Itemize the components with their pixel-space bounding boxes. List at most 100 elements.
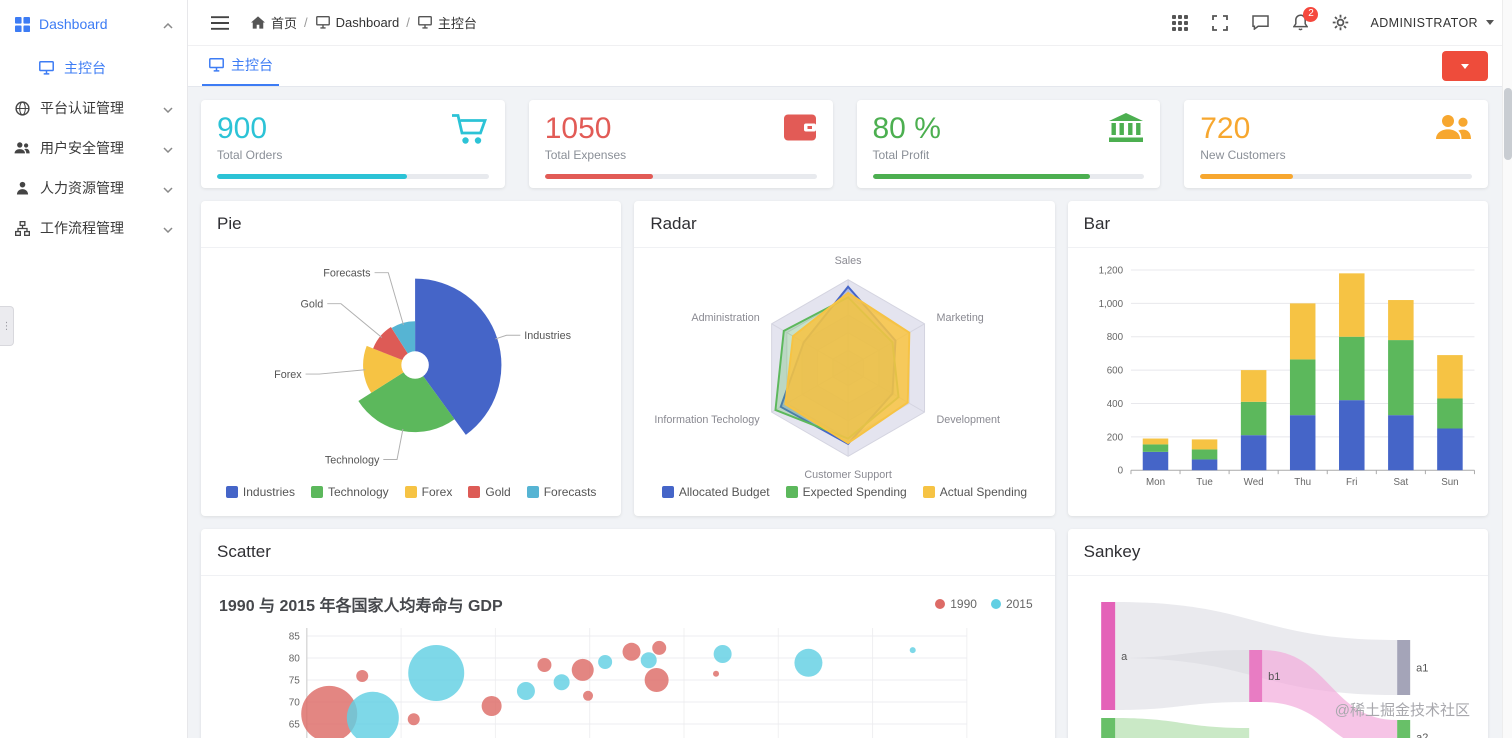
breadcrumb-console[interactable]: 主控台 <box>417 13 477 32</box>
legend-chip <box>526 486 539 498</box>
stat-card-total-expenses: 1050 Total Expenses <box>528 100 833 188</box>
scatter-point-1990 <box>407 713 420 726</box>
svg-text:0: 0 <box>1117 466 1123 477</box>
hamburger-menu-icon[interactable] <box>206 9 234 37</box>
bar-segment <box>1387 415 1414 471</box>
scatter-point-1990 <box>644 668 669 692</box>
dashboard-grid-icon <box>14 16 30 32</box>
radar-series-Actual Spending <box>784 291 911 445</box>
svg-text:Sun: Sun <box>1441 477 1458 488</box>
legend-item[interactable]: Forecasts <box>526 485 596 499</box>
fullscreen-icon[interactable] <box>1204 7 1236 39</box>
scatter-point-2015 <box>640 652 657 669</box>
stat-card-total-profit: 80 % Total Profit <box>856 100 1161 188</box>
legend-item[interactable]: Expected Spending <box>785 485 907 499</box>
tab-bar: 主控台 <box>188 46 1512 87</box>
progress-bar <box>1200 173 1472 179</box>
legend-item[interactable]: Technology <box>310 485 389 499</box>
legend-item[interactable]: Industries <box>225 485 295 499</box>
svg-text:70: 70 <box>289 698 301 709</box>
chevron-down-icon <box>163 100 173 116</box>
breadcrumb-dashboard[interactable]: Dashboard <box>315 15 400 31</box>
settings-gear-icon[interactable] <box>1324 7 1356 39</box>
bar-segment <box>1436 398 1463 429</box>
sidebar-item-platform-auth[interactable]: 平台认证管理 <box>0 88 187 128</box>
legend-item[interactable]: Forex <box>404 485 453 499</box>
top-navbar: 首页 / Dashboard / 主控台 <box>188 0 1512 46</box>
tab-console[interactable]: 主控台 <box>202 46 279 86</box>
scatter-point-2015 <box>516 682 535 700</box>
notifications-bell-icon[interactable]: 2 <box>1284 6 1319 39</box>
scatter-point-2015 <box>346 691 399 738</box>
bar-segment <box>1436 355 1463 399</box>
drawer-handle[interactable]: ⋮ <box>0 306 14 346</box>
desktop-icon <box>38 60 54 76</box>
stat-value: 720 <box>1200 112 1251 145</box>
desktop-icon <box>315 15 331 31</box>
sidebar-item-dashboard[interactable]: Dashboard <box>0 0 187 48</box>
stat-label: Total Profit <box>872 147 930 162</box>
tab-actions-dropdown-button[interactable] <box>1442 51 1488 81</box>
legend-label: Technology <box>327 485 389 499</box>
scatter-point-1990 <box>537 658 552 672</box>
svg-text:Technology: Technology <box>325 454 380 466</box>
sankey-node-a <box>1100 602 1115 710</box>
svg-text:Administration: Administration <box>692 312 760 324</box>
svg-text:Marketing: Marketing <box>937 312 984 324</box>
legend-item[interactable]: Actual Spending <box>922 485 1027 499</box>
legend-item[interactable]: Allocated Budget <box>661 485 770 499</box>
sankey-chart-body: a b1 a1 a2 <box>1068 576 1488 738</box>
bar-segment <box>1142 444 1168 452</box>
bar-segment <box>1338 336 1365 401</box>
sidebar-item-console[interactable]: 主控台 <box>0 48 187 88</box>
legend-item[interactable]: 2015 <box>990 597 1033 611</box>
stat-card-new-customers: 720 New Customers <box>1184 100 1488 188</box>
legend-item[interactable]: Gold <box>468 485 511 499</box>
legend-chip <box>922 486 935 498</box>
legend-chip <box>310 486 323 498</box>
scrollbar-thumb[interactable] <box>1504 88 1512 160</box>
bar-segment <box>1191 439 1217 450</box>
scatter-point-1990 <box>583 690 594 701</box>
desktop-icon <box>417 15 433 31</box>
sidebar-brand-label: Dashboard <box>39 16 108 32</box>
breadcrumb-home[interactable]: 首页 <box>250 13 297 32</box>
legend-item[interactable]: 1990 <box>935 597 977 611</box>
svg-text:800: 800 <box>1106 332 1123 343</box>
radar-chart-card: Radar Sales Marketing Development Customer … <box>634 201 1055 516</box>
legend-label: Industries <box>242 485 295 499</box>
breadcrumb-dashboard-label: Dashboard <box>335 15 400 30</box>
breadcrumb: 首页 / Dashboard / 主控台 <box>250 13 477 32</box>
svg-text:Gold: Gold <box>301 299 324 311</box>
scatter-point-2015 <box>909 647 916 654</box>
bar-segment <box>1240 435 1267 471</box>
legend-label: Forex <box>421 485 453 499</box>
messages-icon[interactable] <box>1244 7 1276 39</box>
bar-segment <box>1387 340 1414 416</box>
breadcrumb-separator: / <box>406 15 410 30</box>
sidebar-item-hr[interactable]: 人力资源管理 <box>0 168 187 208</box>
legend-label: 2015 <box>1005 597 1033 611</box>
bar-segment <box>1289 415 1316 471</box>
cart-icon <box>451 113 489 148</box>
bar-chart-body: 0 200 400 600 800 1,000 1,200 Mon Tue Wed Thu Fri Sa… <box>1068 248 1488 516</box>
apps-grid-icon[interactable] <box>1164 7 1196 39</box>
bar-segment <box>1191 449 1217 460</box>
content: 900 Total Orders 1050 Total Expenses <box>188 87 1512 738</box>
sidebar-item-user-security[interactable]: 用户安全管理 <box>0 128 187 168</box>
sidebar: Dashboard 主控台 平台认证管理 用户安全管理 <box>0 0 188 738</box>
stat-label: Total Expenses <box>544 147 627 162</box>
svg-text:Forex: Forex <box>274 369 302 381</box>
svg-text:200: 200 <box>1106 432 1123 443</box>
sankey-link <box>1114 602 1397 695</box>
sidebar-item-workflow[interactable]: 工作流程管理 <box>0 208 187 248</box>
scatter-chart-body: 1990 与 2015 年各国家人均寿命与 GDP 1990 2015 85 80 7… <box>201 576 1055 738</box>
bar-segment <box>1289 359 1316 416</box>
svg-text:Thu: Thu <box>1294 477 1311 488</box>
customers-people-icon <box>1434 113 1472 144</box>
vertical-scrollbar <box>1502 0 1512 738</box>
pie-slice-Industries <box>415 278 502 435</box>
svg-text:1,200: 1,200 <box>1098 265 1123 276</box>
user-menu[interactable]: ADMINISTRATOR <box>1370 16 1494 30</box>
